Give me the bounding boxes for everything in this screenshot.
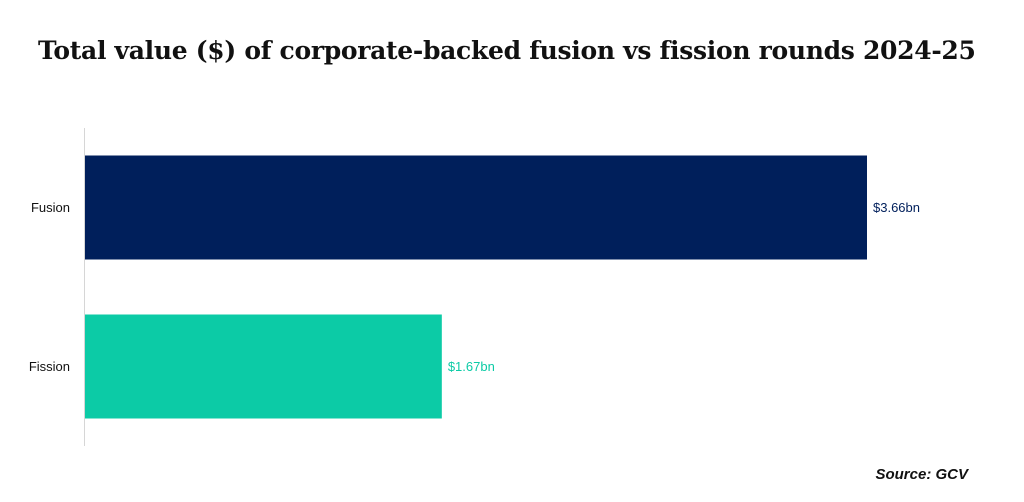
value-label-fission: $1.67bn [448,359,495,374]
category-label-fusion: Fusion [31,200,70,215]
bars-group: Fusion $3.66bn Fission $1.67bn [29,155,920,419]
bar-fission [85,314,442,419]
bar-fusion [85,155,867,260]
category-label-fission: Fission [29,359,70,374]
value-label-fusion: $3.66bn [873,200,920,215]
chart-title: Total value ($) of corporate-backed fusi… [38,36,976,65]
source-note: Source: GCV [875,466,968,483]
